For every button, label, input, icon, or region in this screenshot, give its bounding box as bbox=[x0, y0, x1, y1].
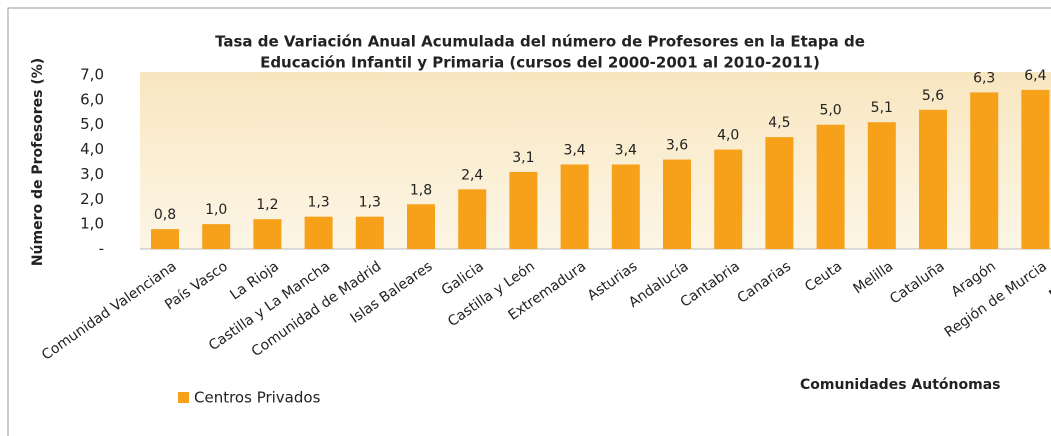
value-label: 6,4 bbox=[1024, 68, 1046, 84]
value-label: 1,0 bbox=[205, 202, 227, 218]
y-tick-label: 7,0 bbox=[80, 66, 104, 84]
bar bbox=[663, 159, 691, 249]
bar bbox=[458, 189, 487, 249]
y-tick-label: 2,0 bbox=[80, 190, 104, 208]
value-label: 1,3 bbox=[359, 195, 381, 211]
bar bbox=[919, 109, 947, 249]
value-label: 3,1 bbox=[512, 150, 534, 166]
value-label: 3,4 bbox=[615, 142, 637, 158]
value-label: 5,6 bbox=[922, 88, 944, 104]
bar bbox=[509, 171, 538, 249]
value-label: 1,8 bbox=[410, 182, 432, 198]
value-label: 5,1 bbox=[871, 100, 893, 116]
value-label: 1,3 bbox=[307, 195, 329, 211]
value-label: 4,0 bbox=[717, 128, 739, 144]
chart-title: Educación Infantil y Primaria (cursos de… bbox=[260, 54, 820, 72]
value-label: 3,6 bbox=[666, 138, 688, 154]
y-tick-label: 5,0 bbox=[80, 115, 104, 133]
value-label: 3,4 bbox=[563, 142, 585, 158]
value-label: 4,5 bbox=[768, 115, 790, 131]
bar bbox=[611, 164, 640, 249]
chart-title: Tasa de Variación Anual Acumulada del nú… bbox=[215, 33, 865, 51]
bar bbox=[1021, 89, 1050, 250]
bar bbox=[560, 164, 589, 249]
y-tick-label: 6,0 bbox=[80, 90, 104, 108]
y-tick-label: 4,0 bbox=[80, 140, 104, 158]
plot-area bbox=[140, 72, 1051, 249]
y-tick-label: 3,0 bbox=[80, 165, 104, 183]
bar bbox=[304, 216, 333, 249]
value-label: 6,3 bbox=[973, 70, 995, 86]
bar bbox=[816, 124, 845, 249]
bar bbox=[202, 224, 231, 249]
x-axis-title: Comunidades Autónomas bbox=[800, 377, 1000, 393]
bar bbox=[253, 219, 282, 249]
y-tick-label: 1,0 bbox=[80, 215, 104, 233]
bar bbox=[355, 216, 384, 249]
value-label: 1,2 bbox=[256, 197, 278, 213]
legend-label: Centros Privados bbox=[194, 389, 321, 407]
bar bbox=[151, 229, 179, 249]
y-tick-label: - bbox=[99, 240, 104, 258]
value-label: 5,0 bbox=[819, 103, 841, 119]
bar bbox=[714, 149, 743, 249]
legend-swatch bbox=[178, 392, 189, 403]
value-label: 2,4 bbox=[461, 167, 483, 183]
bar bbox=[765, 137, 794, 249]
bar bbox=[970, 92, 999, 250]
bar bbox=[867, 122, 896, 249]
bar bbox=[407, 204, 435, 249]
y-axis-title: Número de Profesores (%) bbox=[30, 58, 46, 266]
value-label: 0,8 bbox=[154, 207, 176, 223]
